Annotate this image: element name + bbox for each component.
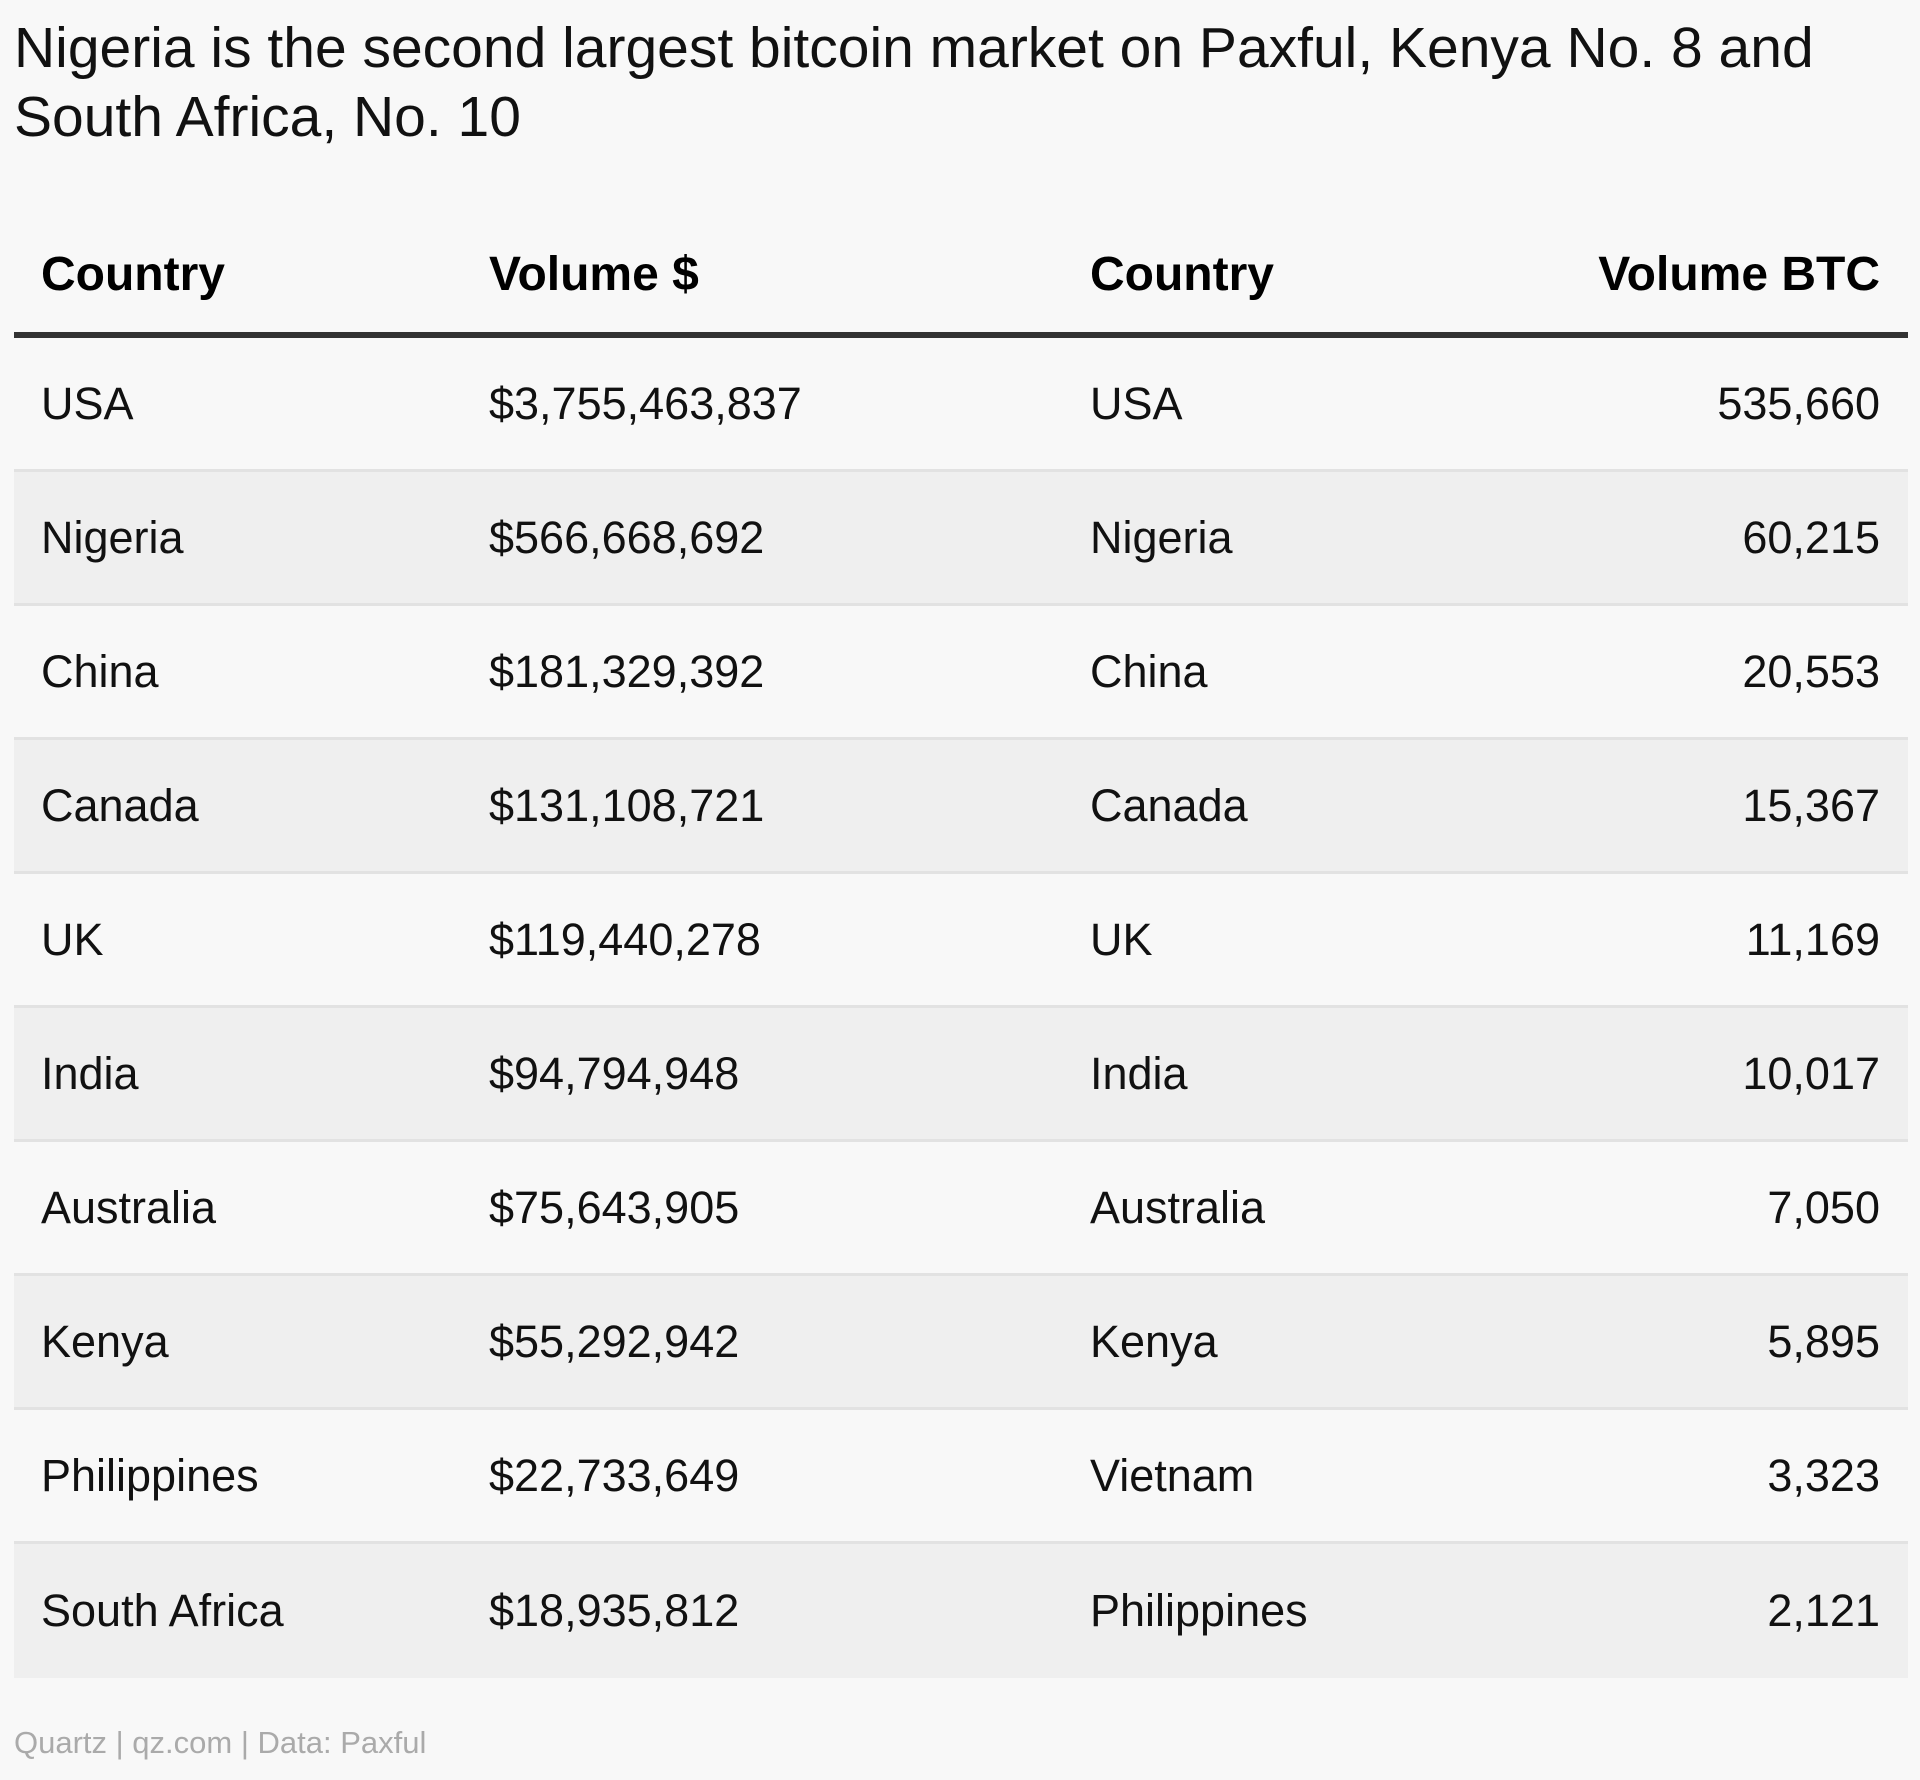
volume-btc-cell: 5,895 [1767,1315,1880,1367]
volume-btc-cell: 20,553 [1742,645,1880,697]
country-usd-cell: India [41,1047,139,1099]
country-btc-cell: India [1090,1047,1188,1099]
volume-btc-cell: 535,660 [1717,377,1880,429]
table-body: USA $3,755,463,837 USA 535,660 Nigeria $566,6… [14,338,1908,1678]
table-row: Kenya $55,292,942 Kenya 5,895 [14,1276,1908,1410]
table-row: China $181,329,392 China 20,553 [14,606,1908,740]
country-usd-cell: Kenya [41,1315,169,1367]
country-usd-cell: Australia [41,1181,217,1233]
volume-usd-cell: $94,794,948 [489,1047,740,1099]
table-row: Philippines $22,733,649 Vietnam 3,323 [14,1410,1908,1544]
volume-usd-cell: $75,643,905 [489,1181,740,1233]
volume-btc-cell: 2,121 [1767,1585,1880,1636]
table-header-row: Country Volume $ Country Volume BTC [14,222,1908,338]
country-btc-cell: UK [1090,913,1153,965]
country-btc-cell: Nigeria [1090,511,1233,563]
header-country-btc: Country [1090,247,1274,301]
volume-btc-cell: 60,215 [1742,511,1880,563]
country-btc-cell: USA [1090,377,1183,429]
table-row: Australia $75,643,905 Australia 7,050 [14,1142,1908,1276]
volume-btc-cell: 3,323 [1767,1449,1880,1501]
volume-usd-cell: $131,108,721 [489,779,765,831]
table-row: UK $119,440,278 UK 11,169 [14,874,1908,1008]
country-usd-cell: Philippines [41,1449,259,1501]
table-row: Nigeria $566,668,692 Nigeria 60,215 [14,472,1908,606]
country-btc-cell: Kenya [1090,1315,1218,1367]
table-row: USA $3,755,463,837 USA 535,660 [14,338,1908,472]
country-usd-cell: USA [41,377,134,429]
country-usd-cell: Canada [41,779,199,831]
volume-usd-cell: $55,292,942 [489,1315,740,1367]
source-footer: Quartz | qz.com | Data: Paxful [14,1725,427,1760]
volume-btc-cell: 15,367 [1742,779,1880,831]
country-usd-cell: Nigeria [41,511,184,563]
volume-btc-cell: 11,169 [1745,913,1880,965]
country-btc-cell: China [1090,645,1208,697]
country-usd-cell: South Africa [41,1585,284,1636]
volume-btc-cell: 10,017 [1742,1047,1880,1099]
country-btc-cell: Philippines [1090,1585,1308,1636]
header-volume-usd: Volume $ [489,247,699,301]
country-usd-cell: UK [41,913,104,965]
table-row: South Africa $18,935,812 Philippines 2,121 [14,1544,1908,1678]
header-volume-btc: Volume BTC [1598,247,1880,301]
volume-usd-cell: $119,440,278 [489,913,761,965]
volume-btc-cell: 7,050 [1767,1181,1880,1233]
volume-usd-cell: $566,668,692 [489,511,765,563]
country-btc-cell: Canada [1090,779,1248,831]
chart-title: Nigeria is the second largest bitcoin ma… [14,16,1814,149]
header-country-usd: Country [41,247,225,301]
volume-usd-cell: $18,935,812 [489,1585,740,1636]
country-usd-cell: China [41,645,159,697]
country-btc-cell: Australia [1090,1181,1266,1233]
table-row: India $94,794,948 India 10,017 [14,1008,1908,1142]
volume-usd-cell: $3,755,463,837 [489,377,802,429]
data-table: Country Volume $ Country Volume BTC USA $… [14,222,1908,1678]
table-row: Canada $131,108,721 Canada 15,367 [14,740,1908,874]
country-btc-cell: Vietnam [1090,1449,1255,1501]
volume-usd-cell: $22,733,649 [489,1449,740,1501]
volume-usd-cell: $181,329,392 [489,645,765,697]
